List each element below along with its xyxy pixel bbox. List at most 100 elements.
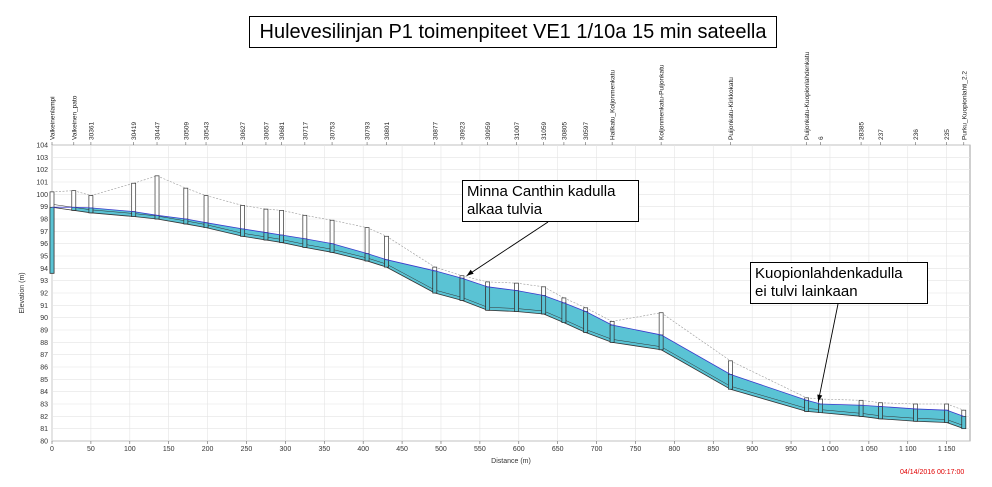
water-segment: [661, 334, 731, 390]
manhole-water: [944, 409, 950, 423]
y-tick-label: 84: [40, 389, 48, 396]
pipe-crown: [730, 385, 807, 409]
y-tick-label: 100: [36, 192, 48, 199]
ground-line: [73, 190, 91, 196]
pipe-invert: [487, 309, 517, 312]
pipe-crown: [51, 204, 74, 208]
pipe-invert: [156, 218, 186, 225]
node-label: 30657: [263, 122, 270, 140]
pipe-invert: [133, 216, 158, 220]
manhole-water: [514, 290, 519, 312]
pipe-invert: [242, 235, 267, 241]
y-tick-label: 92: [40, 291, 48, 298]
node-label: 30753: [330, 122, 337, 140]
node-label: 30959: [485, 122, 492, 140]
ground-line: [543, 286, 565, 299]
pipe-invert: [516, 311, 544, 315]
node-label: Puijonkatu-Kirkkokatu: [728, 77, 735, 140]
manhole-water: [384, 259, 389, 268]
manhole-water: [88, 207, 94, 214]
annotation-line: Minna Canthin kadulla: [467, 183, 616, 200]
manhole-water: [913, 408, 918, 422]
ground-line: [133, 175, 158, 184]
y-tick-label: 89: [40, 328, 48, 335]
annotation-line: ei tulvi lainkaan: [755, 283, 858, 300]
node-label: Valkeinen_pato: [71, 95, 78, 140]
pipe-invert: [304, 246, 333, 253]
node-label: 30597: [583, 122, 590, 140]
water-segment: [487, 286, 517, 312]
node-label: 31059: [541, 122, 548, 140]
manhole-water: [432, 270, 438, 294]
water-segment: [434, 270, 462, 301]
ground-line: [563, 297, 586, 309]
hydraulic-grade-line: [52, 206, 964, 417]
node-label: 30681: [279, 122, 286, 140]
node-label: Puijonkatu-Kuopionlahdenkatu: [804, 51, 811, 140]
x-tick-label: 650: [552, 446, 564, 453]
pipe-invert: [51, 206, 74, 211]
manhole-water: [561, 302, 567, 323]
ground-line: [516, 282, 544, 288]
pipe-crown: [156, 215, 186, 222]
x-tick-label: 950: [785, 446, 797, 453]
manhole-water: [279, 234, 284, 243]
node-label: Hallkatu_Koljonmenkatu: [610, 70, 617, 140]
ground-line: [946, 403, 964, 411]
x-tick-label: 250: [241, 446, 253, 453]
pipe-invert: [386, 266, 435, 294]
y-tick-label: 93: [40, 278, 48, 285]
pipe-invert: [461, 300, 488, 311]
pipe-invert: [880, 418, 916, 422]
water-segment: [612, 325, 662, 350]
water-segment: [304, 238, 333, 253]
manhole-water: [459, 277, 465, 301]
x-tick-label: 300: [280, 446, 292, 453]
ground-line: [612, 312, 662, 322]
x-tick-label: 450: [396, 446, 408, 453]
pipe-crown: [133, 213, 158, 217]
manhole-water: [609, 324, 615, 343]
callout-pointers: [466, 221, 839, 402]
pipe-crown: [543, 310, 564, 320]
pipe-crown: [861, 413, 881, 417]
timestamp: 04/14/2016 00:17:00: [900, 469, 965, 476]
pipe-crown: [563, 319, 586, 330]
manhole-water: [485, 286, 491, 311]
water-segment: [185, 219, 207, 228]
water-segment: [516, 290, 544, 314]
node-label: 30627: [240, 122, 247, 140]
x-tick-label: 800: [669, 446, 681, 453]
pipe-crown: [90, 209, 134, 214]
manhole-water: [541, 295, 547, 315]
pipe-invert: [185, 223, 207, 229]
ground-line: [265, 208, 282, 211]
y-tick-label: 87: [40, 352, 48, 359]
water-segment: [367, 253, 387, 268]
x-axis-title: Distance (m): [491, 458, 531, 465]
arrow-head: [466, 269, 474, 276]
y-tick-label: 96: [40, 241, 48, 248]
y-tick-label: 101: [36, 180, 48, 187]
water-segment: [915, 408, 947, 423]
manhole-water: [203, 222, 209, 228]
x-tick-label: 1 000: [821, 446, 839, 453]
x-tick-label: 900: [746, 446, 758, 453]
y-tick-label: 81: [40, 426, 48, 433]
hgl-line: [52, 206, 964, 417]
node-label: 30419: [131, 122, 138, 140]
pipe-crown: [367, 257, 387, 265]
manhole-water: [728, 374, 733, 390]
ground-line: [487, 281, 517, 284]
annotation-line: alkaa tulvia: [467, 201, 543, 218]
pipe-invert: [730, 388, 807, 412]
ground-line: [880, 402, 916, 405]
pipe-crown: [946, 419, 964, 426]
manhole-water: [818, 403, 823, 413]
node-label: 30793: [365, 122, 372, 140]
annotation-kuopionlahdenkatu: Kuopionlahdenkadulla ei tulvi lainkaan: [750, 262, 928, 304]
manhole: [154, 175, 160, 220]
x-tick-label: 500: [435, 446, 447, 453]
pipe-crown: [585, 329, 613, 340]
manhole-water: [583, 311, 589, 333]
